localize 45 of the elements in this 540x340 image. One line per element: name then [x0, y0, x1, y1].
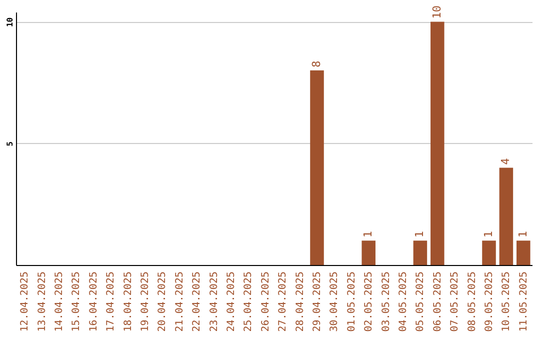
x-tick-label: 20.04.2025: [157, 272, 168, 332]
x-tick-label: 04.05.2025: [398, 272, 409, 332]
y-tick-label: 5: [6, 141, 14, 146]
data-label: 4: [499, 158, 512, 165]
bar: [430, 22, 444, 265]
x-tick-label: 06.05.2025: [432, 272, 444, 332]
x-tick-label: 11.05.2025: [518, 272, 530, 332]
data-label: 8: [310, 60, 323, 68]
x-tick-label: 18.04.2025: [122, 272, 134, 332]
x-tick-label: 19.04.2025: [140, 272, 151, 332]
x-tick-label: 28.04.2025: [294, 272, 306, 332]
x-tick-label: 13.04.2025: [36, 272, 48, 332]
x-tick-label: 26.04.2025: [260, 272, 272, 332]
bar: [482, 240, 496, 265]
x-tick-label: 25.04.2025: [243, 272, 254, 332]
bar: [516, 240, 530, 265]
x-tick-label: 08.05.2025: [466, 272, 478, 332]
x-tick-label: 05.05.2025: [415, 272, 426, 332]
x-tick-label: 27.04.2025: [278, 272, 289, 332]
data-label: 1: [362, 231, 375, 238]
bar: [362, 240, 376, 265]
x-tick-label: 07.05.2025: [450, 272, 461, 332]
x-tick-label: 29.04.2025: [312, 272, 323, 332]
x-tick-label: 03.05.2025: [380, 272, 392, 332]
x-tick-label: 24.04.2025: [226, 272, 237, 332]
x-tick-label: 17.04.2025: [106, 272, 117, 332]
x-tick-label: 15.04.2025: [71, 272, 82, 332]
bar: [499, 168, 514, 265]
x-tick-label: 16.04.2025: [88, 272, 100, 332]
x-tick-label: 21.04.2025: [174, 272, 186, 332]
data-label: 1: [516, 231, 530, 238]
x-tick-label: 14.04.2025: [54, 272, 65, 332]
bar: [413, 240, 428, 265]
x-tick-label: 02.05.2025: [364, 272, 375, 332]
x-tick-label: 01.05.2025: [346, 272, 358, 332]
data-label: 1: [413, 231, 426, 238]
bar: [310, 70, 324, 265]
x-tick-label: 30.04.2025: [329, 272, 340, 332]
x-tick-label: 23.04.2025: [208, 272, 220, 332]
x-tick-label: 22.04.2025: [192, 272, 203, 332]
x-tick-label: 09.05.2025: [484, 272, 495, 332]
x-tick-label: 10.05.2025: [501, 272, 512, 332]
data-label: 1: [482, 231, 495, 238]
x-tick-label: 12.04.2025: [20, 272, 31, 332]
data-label: 10: [430, 5, 444, 19]
